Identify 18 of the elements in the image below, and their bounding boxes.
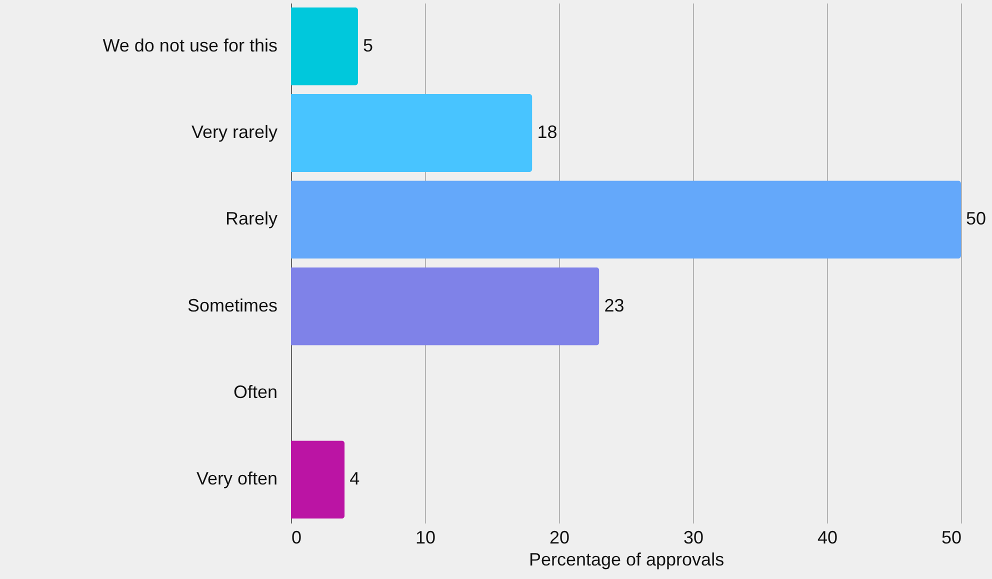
x-tick-label: 0: [292, 528, 302, 548]
data-label: 5: [363, 35, 374, 56]
x-tick-label: 40: [817, 528, 838, 548]
y-tick-label: Very often: [196, 468, 278, 489]
x-tick-label: 10: [415, 528, 436, 548]
data-label: 50: [966, 208, 986, 229]
y-tick-label: Often: [233, 382, 278, 402]
y-tick-label: We do not use for this: [102, 35, 278, 56]
data-label: 4: [350, 468, 360, 489]
y-tick-label: Very rarely: [191, 122, 278, 142]
y-tick-label: Rarely: [225, 208, 278, 229]
x-axis-title: Percentage of approvals: [528, 550, 724, 570]
data-label: 18: [537, 122, 558, 142]
x-tick-label: 20: [549, 528, 570, 548]
data-label: 23: [604, 295, 624, 316]
x-tick-label: 30: [683, 528, 704, 548]
x-tick-label: 50: [941, 528, 962, 548]
y-tick-label: Sometimes: [187, 295, 278, 316]
